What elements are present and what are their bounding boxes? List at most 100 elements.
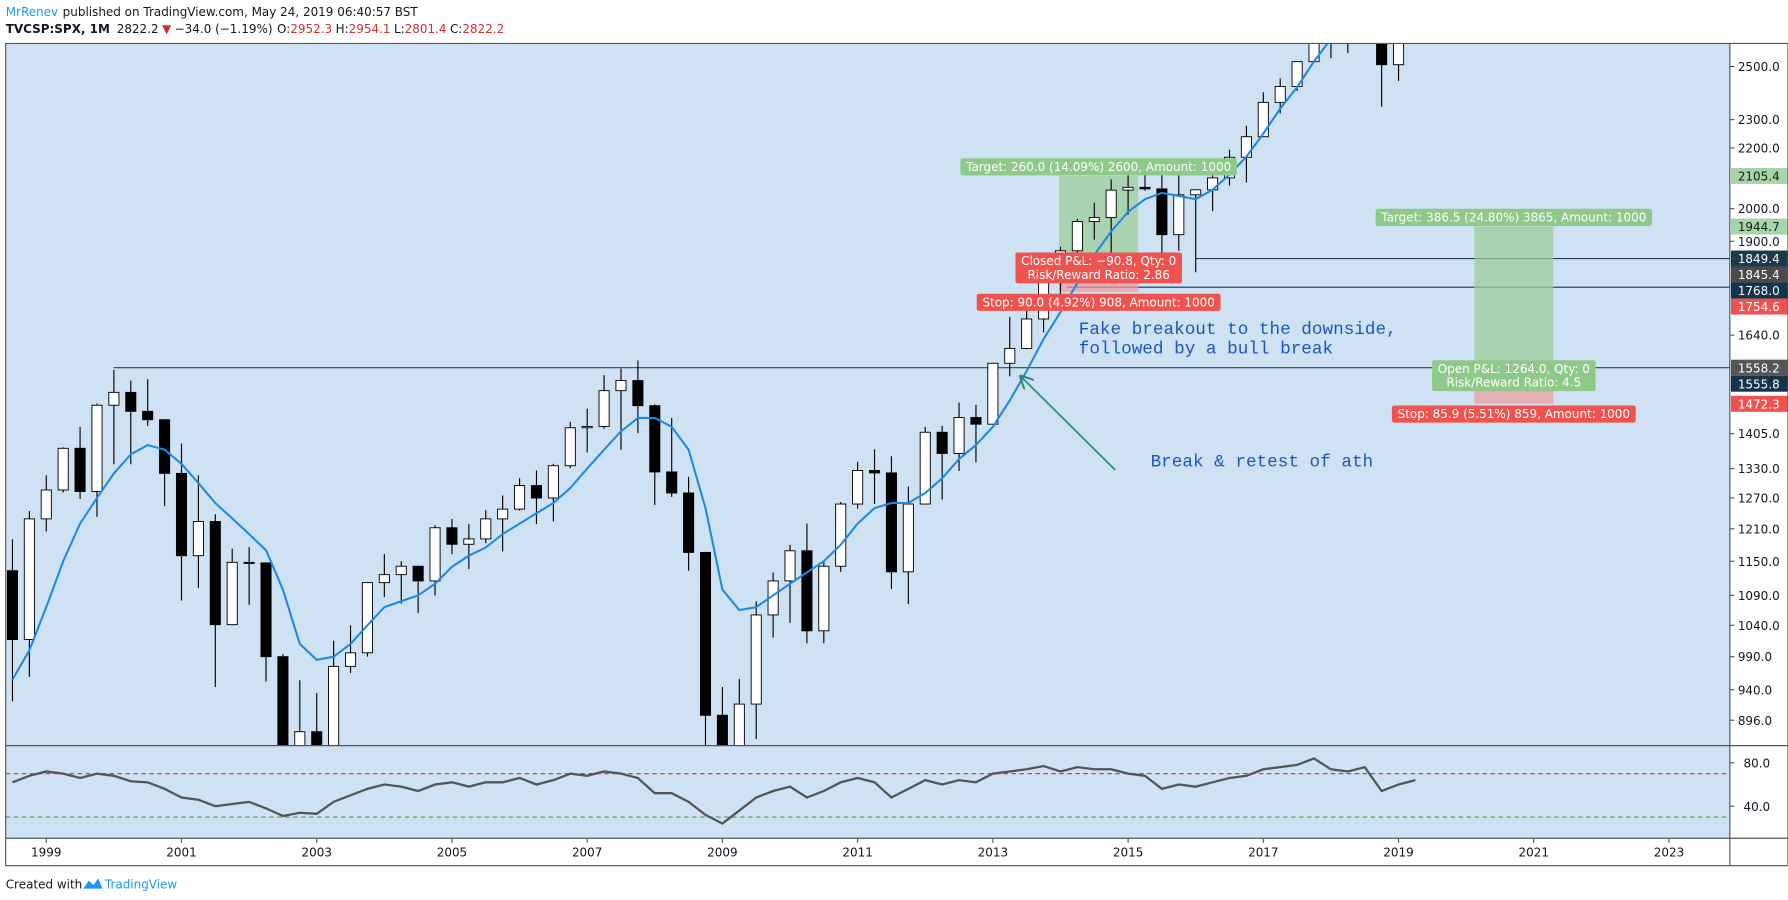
price-label: 1849.4 bbox=[1738, 252, 1780, 266]
y-tick-label: 2000.0 bbox=[1738, 202, 1780, 216]
candle-body bbox=[598, 390, 610, 427]
price-label-box bbox=[1730, 250, 1788, 267]
last-price: 2822.2 bbox=[117, 22, 159, 36]
price-label-box bbox=[1730, 167, 1788, 184]
stop-label-text: Stop: 90.0 (4.92%) 908, Amount: 1000 bbox=[982, 295, 1214, 309]
pnl-label-text: Risk/Reward Ratio: 2.86 bbox=[1027, 268, 1169, 282]
candle-body bbox=[1004, 347, 1016, 364]
candle-body bbox=[953, 417, 965, 454]
candle-body bbox=[801, 550, 813, 632]
candle-body bbox=[6, 570, 18, 640]
target-label-text: Target: 386.5 (24.80%) 3865, Amount: 100… bbox=[1380, 210, 1646, 224]
candle-body bbox=[1343, 13, 1353, 31]
author[interactable]: MrRenev bbox=[6, 5, 58, 19]
ohlc-key: H: bbox=[336, 22, 349, 36]
arrow bbox=[1021, 376, 1116, 471]
symbol-line: TVCSP:SPX, 1M 2822.2 ▼ −34.0 (−1.19%) O:2952… bbox=[6, 22, 505, 36]
pnl-label-box bbox=[1015, 252, 1182, 284]
candle-body bbox=[23, 518, 35, 640]
x-tick-label: 1999 bbox=[31, 846, 61, 860]
candle-body bbox=[514, 485, 526, 510]
candle-body bbox=[1393, 43, 1405, 66]
candle-body bbox=[970, 417, 982, 425]
candle-body bbox=[345, 652, 357, 667]
pnl-label-box bbox=[1432, 360, 1596, 392]
y-tick-label: 1330.0 bbox=[1738, 462, 1780, 476]
candle-body bbox=[733, 703, 745, 746]
pnl-label-text: Risk/Reward Ratio: 4.5 bbox=[1446, 376, 1581, 390]
published: published on TradingView.com, May 24, 20… bbox=[63, 5, 419, 19]
annotation: Break & retest of ath bbox=[1151, 453, 1374, 473]
x-tick-label: 2017 bbox=[1248, 846, 1278, 860]
stop-label: Stop: 85.9 (5.51%) 859, Amount: 1000 bbox=[1391, 405, 1636, 423]
price-label-box bbox=[1730, 395, 1788, 412]
pnl-label-text: Closed P&L: −90.8, Qty: 0 bbox=[1021, 254, 1176, 268]
footer-brand[interactable]: TradingView bbox=[104, 878, 178, 892]
rsi-pane bbox=[5, 757, 1730, 825]
candle-body bbox=[463, 538, 475, 545]
rsi-line bbox=[12, 757, 1416, 825]
candle-body bbox=[1207, 177, 1219, 191]
plot-background bbox=[5, 43, 1730, 746]
candle-body bbox=[175, 472, 188, 557]
y-tick-label: 80.0 bbox=[1744, 756, 1771, 770]
candle-body bbox=[294, 731, 306, 746]
y-tick-label: 2500.0 bbox=[1738, 60, 1780, 74]
candle-body bbox=[1257, 101, 1269, 138]
candle-body bbox=[159, 419, 171, 474]
ohlc-key: L: bbox=[394, 22, 405, 36]
x-tick-label: 2005 bbox=[437, 846, 467, 860]
x-tick-label: 2007 bbox=[572, 846, 602, 860]
candle-body bbox=[395, 565, 407, 576]
ohlc-key: C: bbox=[450, 22, 462, 36]
x-tick-label: 2011 bbox=[842, 846, 872, 860]
x-tick-label: 2009 bbox=[707, 846, 737, 860]
candle-body bbox=[547, 465, 559, 499]
change: −34.0 (−1.19%) bbox=[175, 22, 273, 36]
candle-body bbox=[869, 470, 881, 474]
candle-body bbox=[885, 472, 897, 573]
target-label-box bbox=[1375, 208, 1653, 226]
candle-body bbox=[1122, 186, 1134, 191]
stop-label: Stop: 90.0 (4.92%) 908, Amount: 1000 bbox=[976, 293, 1221, 311]
price-label: 1558.2 bbox=[1738, 361, 1780, 375]
candle-body bbox=[277, 656, 289, 746]
ohlc-value: 2952.3 bbox=[290, 22, 332, 36]
logo bbox=[83, 878, 103, 889]
candle-body bbox=[40, 489, 52, 520]
candle-body bbox=[632, 380, 644, 407]
candle-body bbox=[902, 503, 914, 573]
pnl-label-text: Open P&L: 1264.0, Qty: 0 bbox=[1438, 362, 1590, 376]
rsi-background bbox=[5, 745, 1730, 839]
candle-body bbox=[581, 425, 593, 429]
candle-body bbox=[412, 565, 424, 582]
target-label-text: Target: 260.0 (14.09%) 2600, Amount: 100… bbox=[965, 160, 1231, 174]
y-tick-label: 1900.0 bbox=[1738, 235, 1780, 249]
candle-body bbox=[1173, 194, 1185, 236]
x-tick-label: 2001 bbox=[166, 846, 196, 860]
y-tick-label: 1210.0 bbox=[1738, 522, 1780, 536]
candle-body bbox=[919, 431, 931, 505]
header-line: MrRenev published on TradingView.com, May… bbox=[6, 5, 419, 19]
price-label-box bbox=[1730, 282, 1788, 299]
candle-body bbox=[108, 391, 120, 406]
price-label: 1944.7 bbox=[1738, 220, 1780, 234]
price-label-box bbox=[1730, 359, 1788, 376]
candle-body bbox=[1071, 221, 1083, 252]
candle-body bbox=[699, 551, 712, 716]
candle-body bbox=[649, 405, 661, 473]
price-label: 1472.3 bbox=[1738, 397, 1780, 411]
candle-body bbox=[57, 447, 69, 491]
candle-body bbox=[378, 574, 390, 584]
candle-body bbox=[1021, 318, 1033, 349]
candle-body bbox=[243, 561, 255, 564]
profit-zone bbox=[1474, 226, 1554, 368]
candle-body bbox=[361, 582, 373, 654]
x-tick-label: 2003 bbox=[301, 846, 331, 860]
y-tick-label: 990.0 bbox=[1738, 650, 1772, 664]
stop-label-box bbox=[976, 293, 1221, 311]
